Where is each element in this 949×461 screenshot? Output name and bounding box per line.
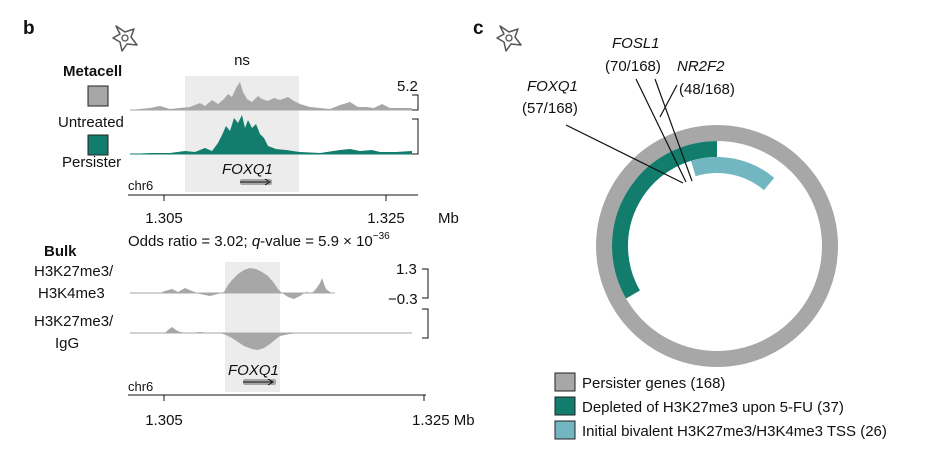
metacell-y-axis [412,94,419,155]
bulk-statistics: Odds ratio = 3.02; q-value = 5.9 × 10−36 [128,231,390,250]
bulk-chrom-label: chr6 [128,379,153,394]
panel-b-letter: b [23,18,35,39]
annotation-fosl1-count: (70/168) [605,58,661,75]
metacell-x-tick-1325: 1.325 [367,210,405,227]
annotation-foxq1-gene: FOXQ1 [527,78,578,95]
metacell-gene-label: FOXQ1 [222,161,273,178]
bulk-track2-label-line2: IgG [55,335,79,352]
annotation-nr2f2-gene: NR2F2 [677,58,725,75]
bulk-track2-label-line1: H3K27me3/ [34,313,114,330]
untreated-label: Untreated [58,114,124,131]
untreated-coverage-track [130,82,412,110]
bivalent-arc [690,157,775,191]
metacell-ymax-label: 5.2 [397,78,418,95]
bulk-track1-signal [130,268,332,299]
metacell-chrom-label: chr6 [128,178,153,193]
metacell-gene-model [240,178,272,186]
annotation-lines [565,78,693,184]
persister-swatch [87,134,109,156]
metacell-significance-label: ns [234,52,250,69]
legend-swatch-bivalent [554,420,576,440]
persister-label: Persister [62,154,121,171]
metacell-x-axis [128,194,418,201]
bulk-x-axis [128,394,426,401]
legend-label-depleted: Depleted of H3K27me3 upon 5-FU (37) [582,399,844,416]
legend: Persister genes (168) Depleted of H3K27m… [554,372,887,440]
bulk-x-tick-1325: 1.325 Mb [412,412,475,429]
bulk-ymax-label: 1.3 [396,261,417,278]
persister-genes-ring [596,125,838,367]
bulk-track1-label-line2: H3K4me3 [38,285,105,302]
metacell-heading: Metacell [63,63,122,80]
untreated-swatch [87,85,109,107]
depleted-arc [612,141,718,299]
bulk-ymin-label: −0.3 [388,291,418,308]
cell-icon [496,25,522,52]
cell-icon [112,25,138,52]
metacell-x-tick-1305: 1.305 [145,210,183,227]
bulk-gene-model [243,378,276,386]
bulk-track1-label-line1: H3K27me3/ [34,263,114,280]
panel-c-letter: c [473,18,484,39]
bulk-x-tick-1305: 1.305 [145,412,183,429]
annotation-nr2f2-count: (48/168) [679,81,735,98]
bulk-heading: Bulk [44,243,77,260]
bulk-y-axis [422,268,429,339]
annotation-fosl1-gene: FOSL1 [612,35,660,52]
metacell-x-unit: Mb [438,210,459,227]
legend-label-bivalent: Initial bivalent H3K27me3/H3K4me3 TSS (2… [582,423,887,440]
bulk-gene-label: FOXQ1 [228,362,279,379]
legend-swatch-depleted [554,396,576,416]
legend-swatch-persister [554,372,576,392]
legend-label-persister: Persister genes (168) [582,375,725,392]
annotation-foxq1-count: (57/168) [522,100,578,117]
